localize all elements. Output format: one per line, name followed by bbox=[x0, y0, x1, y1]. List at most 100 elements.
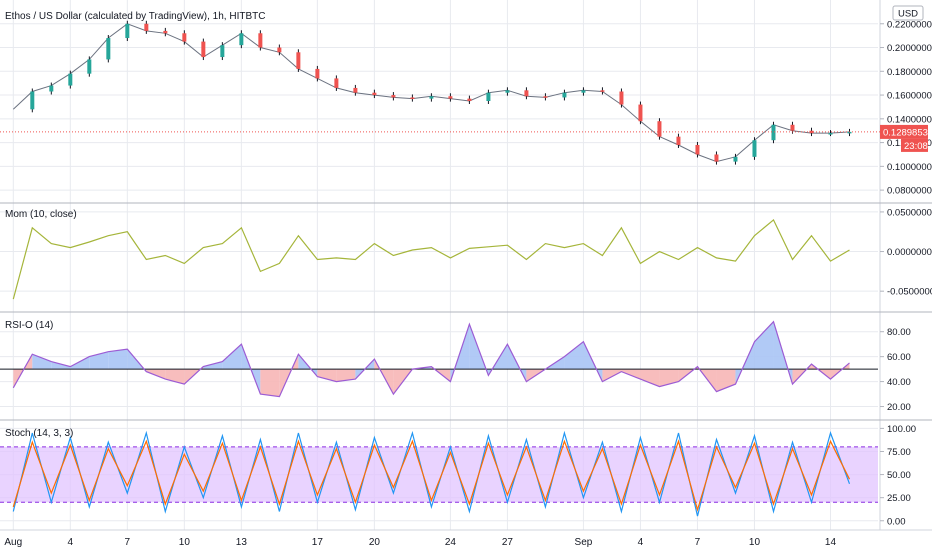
price-candle[interactable] bbox=[30, 91, 35, 110]
stoch-band bbox=[0, 446, 878, 503]
time-tick-label: 27 bbox=[502, 537, 514, 548]
price-candle[interactable] bbox=[353, 87, 358, 93]
price-candle[interactable] bbox=[391, 95, 396, 98]
rsi-fill-segment bbox=[51, 361, 71, 370]
rsi-scale-label: 60.00 bbox=[887, 352, 911, 363]
price-candle[interactable] bbox=[68, 73, 73, 86]
price-candle[interactable] bbox=[296, 52, 301, 69]
overlay-layer: USD 0.12898533 23:08 bbox=[880, 5, 932, 152]
price-candle[interactable] bbox=[144, 23, 149, 31]
price-candle[interactable] bbox=[562, 92, 567, 98]
momentum-pane[interactable] bbox=[12, 218, 850, 300]
price-candle[interactable] bbox=[486, 92, 491, 101]
price-candle[interactable] bbox=[467, 98, 472, 101]
stoch-scale-label: 100.00 bbox=[887, 424, 916, 435]
time-tick-label: 4 bbox=[68, 537, 74, 548]
price-candle[interactable] bbox=[543, 96, 548, 98]
time-scale[interactable]: Aug 4 7 10 13 17 20 24 27 Sep 4 7 10 14 bbox=[4, 537, 836, 548]
price-candle[interactable] bbox=[619, 91, 624, 105]
rsi-scale-label: 20.00 bbox=[887, 402, 911, 413]
stoch-k-line[interactable] bbox=[12, 430, 851, 517]
price-candle[interactable] bbox=[106, 38, 111, 60]
price-candle[interactable] bbox=[714, 154, 719, 162]
price-candle[interactable] bbox=[448, 96, 453, 99]
price-candle[interactable] bbox=[315, 68, 320, 79]
price-candle[interactable] bbox=[524, 90, 529, 97]
price-candle[interactable] bbox=[790, 124, 795, 131]
price-candle[interactable] bbox=[752, 140, 757, 157]
price-candle[interactable] bbox=[581, 90, 586, 93]
price-candle[interactable] bbox=[638, 104, 643, 122]
momentum-line[interactable] bbox=[12, 218, 850, 300]
rsi-line[interactable] bbox=[12, 320, 850, 398]
price-candle[interactable] bbox=[220, 45, 225, 58]
price-candle[interactable] bbox=[372, 92, 377, 96]
last-price-label-box bbox=[880, 124, 928, 139]
price-candle[interactable] bbox=[87, 59, 92, 74]
time-tick-label: 20 bbox=[369, 537, 381, 548]
price-candle[interactable] bbox=[201, 41, 206, 58]
stoch-scale-label: 75.00 bbox=[887, 447, 911, 458]
stoch-d-line[interactable] bbox=[12, 439, 851, 512]
currency-badge[interactable] bbox=[892, 5, 924, 21]
countdown-box bbox=[901, 138, 928, 152]
price-candle[interactable] bbox=[657, 121, 662, 137]
price-candle[interactable] bbox=[828, 133, 833, 135]
rsi-fill-segment bbox=[203, 361, 223, 370]
time-tick-label: 7 bbox=[125, 537, 131, 548]
time-tick-label: 14 bbox=[825, 537, 837, 548]
price-candle[interactable] bbox=[49, 85, 54, 92]
rsi-fill-segment bbox=[317, 369, 337, 382]
price-candle[interactable] bbox=[847, 131, 852, 134]
price-candle[interactable] bbox=[239, 33, 244, 46]
price-candle[interactable] bbox=[771, 124, 776, 141]
rsi-fill-segment bbox=[165, 369, 185, 385]
rsi-fill-segment bbox=[564, 341, 584, 370]
stoch-pane[interactable] bbox=[0, 430, 878, 517]
currency-badge-label: USD bbox=[898, 9, 918, 20]
price-candle[interactable] bbox=[163, 30, 168, 34]
bar-countdown: 23:08 bbox=[904, 141, 928, 152]
price-candle[interactable] bbox=[410, 97, 415, 99]
price-candle[interactable] bbox=[695, 144, 700, 155]
rsi-title: RSI-O (14) bbox=[5, 320, 54, 331]
price-candle[interactable] bbox=[429, 96, 434, 99]
price-candle[interactable] bbox=[258, 33, 263, 48]
stoch-scale-label: 0.00 bbox=[887, 516, 906, 527]
price-candle[interactable] bbox=[809, 130, 814, 134]
time-tick-label: 17 bbox=[312, 537, 324, 548]
momentum-title: Mom (10, close) bbox=[5, 209, 77, 220]
price-candle[interactable] bbox=[182, 33, 187, 42]
price-candle[interactable] bbox=[277, 47, 282, 53]
price-candle[interactable] bbox=[334, 78, 339, 88]
price-candle[interactable] bbox=[505, 90, 510, 93]
rsi-fill-segment bbox=[336, 369, 356, 382]
rsi-pane[interactable] bbox=[0, 320, 878, 398]
time-tick-label: Sep bbox=[575, 537, 593, 548]
price-candle[interactable] bbox=[125, 23, 130, 39]
price-candle[interactable] bbox=[733, 156, 738, 162]
price-pane[interactable] bbox=[0, 20, 880, 165]
time-tick-label: 13 bbox=[236, 537, 248, 548]
rsi-fill-segment bbox=[640, 369, 660, 387]
rsi-scale-label: 80.00 bbox=[887, 327, 911, 338]
rsi-fill-segment bbox=[754, 321, 774, 370]
pane-dividers bbox=[0, 0, 932, 531]
time-tick-label: 10 bbox=[749, 537, 761, 548]
symbol-title: Ethos / US Dollar (calculated by Trading… bbox=[5, 11, 266, 22]
time-tick-label: Aug bbox=[4, 537, 22, 548]
price-scale[interactable]: 0.080000000.100000000.120000000.14000000… bbox=[880, 19, 932, 527]
stoch-scale-label: 50.00 bbox=[887, 470, 911, 481]
price-candle[interactable] bbox=[600, 90, 605, 92]
rsi-fill-segment bbox=[260, 369, 280, 397]
time-tick-label: 4 bbox=[638, 537, 644, 548]
price-candle[interactable] bbox=[676, 136, 681, 145]
